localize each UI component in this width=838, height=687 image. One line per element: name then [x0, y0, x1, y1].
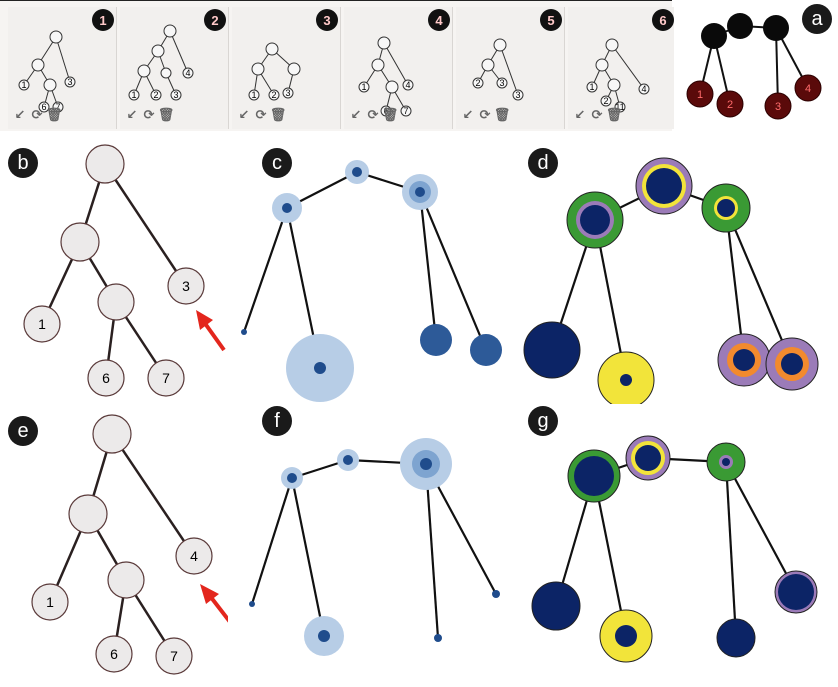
thumb-3-label-2: 2 — [271, 90, 276, 100]
panel-label-f: f — [262, 406, 292, 436]
thumb-4-label-2: 6 — [383, 106, 388, 116]
edit-icon[interactable]: ↙ — [574, 107, 586, 123]
trash-icon[interactable]: 🗑 — [605, 107, 623, 123]
panel-label-g: g — [528, 406, 558, 436]
thumb-2-label-2: 2 — [153, 90, 158, 100]
refresh-icon[interactable]: ⟳ — [591, 107, 603, 123]
refresh-icon[interactable]: ⟳ — [479, 107, 491, 123]
thumbnail-number-badge: 2 — [204, 9, 226, 31]
refresh-icon[interactable]: ⟳ — [367, 107, 379, 123]
panel-b-label-1: 1 — [38, 316, 46, 332]
thumbnail-1-tree: 1 3 6 7 — [18, 30, 76, 113]
panel-b-label-7: 7 — [162, 370, 170, 386]
panel-a-label-4: 4 — [805, 83, 811, 95]
thumbnail-number-badge: 6 — [652, 9, 674, 31]
trash-icon[interactable]: 🗑 — [493, 107, 511, 123]
thumbnail-toolbar: ↙ ⟳ 🗑 — [236, 107, 287, 123]
trash-icon[interactable]: 🗑 — [269, 107, 287, 123]
edit-icon[interactable]: ↙ — [238, 107, 250, 123]
thumb-2-label-3: 3 — [173, 90, 178, 100]
panel-d-tree — [523, 157, 819, 404]
history-thumbnail-6[interactable]: 1 2 11 4 6 ↙ ⟳ 🗑 — [568, 7, 676, 129]
panel-e-label-1: 1 — [46, 594, 54, 610]
thumbnail-toolbar: ↙ ⟳ 🗑 — [460, 107, 511, 123]
thumb-6-label-3: 11 — [615, 102, 624, 112]
panel-label-a: a — [802, 4, 832, 34]
history-thumbnail-5[interactable]: 2 3 3 5 ↙ ⟳ 🗑 — [456, 7, 565, 129]
arrow-icon — [196, 310, 226, 352]
history-thumbnail-2[interactable]: 1 2 3 4 2 ↙ ⟳ 🗑 — [120, 7, 229, 129]
edit-icon[interactable]: ↙ — [462, 107, 474, 123]
thumb-5-label-2: 3 — [499, 78, 504, 88]
thumb-4-label-3: 7 — [403, 106, 408, 116]
panel-a-label-1: 1 — [697, 89, 703, 101]
edit-icon[interactable]: ↙ — [126, 107, 138, 123]
edit-icon[interactable]: ↙ — [350, 107, 362, 123]
panel-f-tree — [249, 438, 500, 656]
thumb-1-label-1: 1 — [21, 80, 26, 90]
thumb-5-label-1: 2 — [475, 78, 480, 88]
arrow-icon — [200, 584, 228, 623]
panel-e-label-4: 4 — [190, 548, 198, 564]
thumbnail-toolbar: ↙ ⟳ 🗑 — [12, 107, 63, 123]
thumbnail-toolbar: ↙ ⟳ 🗑 — [124, 107, 175, 123]
panel-a-label-2: 2 — [727, 99, 733, 111]
edit-icon[interactable]: ↙ — [14, 107, 26, 123]
history-thumbnail-strip: 1 3 6 7 1 ↙ ⟳ 🗑 1 2 3 — [0, 0, 676, 131]
thumb-6-label-1: 1 — [589, 82, 594, 92]
history-thumbnail-4[interactable]: 1 6 7 4 4 ↙ ⟳ 🗑 — [344, 7, 453, 129]
thumb-6-label-4: 4 — [641, 84, 646, 94]
thumbnail-2-tree: 1 2 3 4 — [128, 24, 194, 101]
trash-icon[interactable]: 🗑 — [157, 107, 175, 123]
panel-e-label-6: 6 — [110, 646, 118, 662]
thumb-1-label-3: 6 — [41, 102, 46, 112]
panel-b-label-6: 6 — [102, 370, 110, 386]
panel-g-tree — [531, 435, 818, 663]
thumb-3-label-1: 1 — [251, 90, 256, 100]
history-thumbnail-1[interactable]: 1 3 6 7 1 ↙ ⟳ 🗑 — [8, 7, 117, 129]
panel-b-tree: 1 3 6 7 — [23, 144, 226, 397]
thumbnail-number-badge: 5 — [540, 9, 562, 31]
panel-label-e: e — [8, 416, 38, 446]
thumbnail-6-tree: 1 2 11 4 — [586, 38, 650, 113]
thumb-3-label-3: 3 — [285, 88, 290, 98]
panel-label-d: d — [528, 148, 558, 178]
panel-a-tree: 1 2 3 4 — [674, 0, 838, 130]
thumbnail-5-tree: 2 3 3 — [472, 38, 524, 101]
trash-icon[interactable]: 🗑 — [45, 107, 63, 123]
thumbnail-3-tree: 1 2 3 — [248, 42, 301, 101]
thumbnail-4-tree: 1 6 7 4 — [358, 36, 414, 117]
panel-label-b: b — [8, 148, 38, 178]
thumb-1-label-4: 7 — [55, 102, 60, 112]
history-thumbnail-3[interactable]: 1 2 3 3 ↙ ⟳ 🗑 — [232, 7, 341, 129]
thumbnail-number-badge: 3 — [316, 9, 338, 31]
thumb-6-label-2: 2 — [603, 96, 608, 106]
thumb-4-label-4: 4 — [405, 80, 410, 90]
thumbnail-toolbar: ↙ ⟳ 🗑 — [572, 107, 623, 123]
thumb-2-label-4: 4 — [185, 68, 190, 78]
refresh-icon[interactable]: ⟳ — [31, 107, 43, 123]
panel-c-tree — [230, 140, 516, 402]
panel-label-c: c — [262, 148, 292, 178]
thumb-1-label-2: 3 — [67, 77, 72, 87]
panel-e-tree: 1 4 6 7 — [31, 414, 228, 675]
thumb-2-label-1: 1 — [131, 90, 136, 100]
thumbnail-number-badge: 4 — [428, 9, 450, 31]
thumbnail-toolbar: ↙ ⟳ 🗑 — [348, 107, 399, 123]
panel-e-label-7: 7 — [170, 648, 178, 664]
refresh-icon[interactable]: ⟳ — [255, 107, 267, 123]
panel-a-label-3: 3 — [775, 101, 781, 113]
panel-b-label-3: 3 — [182, 278, 190, 294]
thumbnail-number-badge: 1 — [92, 9, 114, 31]
refresh-icon[interactable]: ⟳ — [143, 107, 155, 123]
thumb-4-label-1: 1 — [361, 82, 366, 92]
trash-icon[interactable]: 🗑 — [381, 107, 399, 123]
thumb-5-label-3: 3 — [515, 90, 520, 100]
